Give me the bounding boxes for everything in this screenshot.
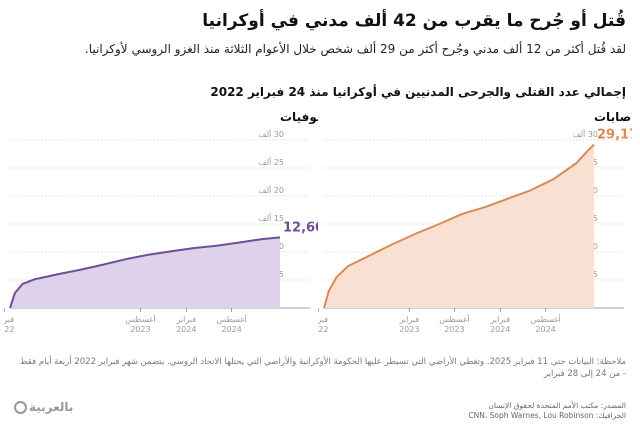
injuries-panel-title: الإصابات (594, 110, 632, 124)
deaths-y-tick-label: 20 ألف (258, 185, 284, 195)
injuries-x-tick-month: فبراير (490, 315, 511, 324)
injuries-x-tick-month: أغسطس (530, 314, 560, 324)
deaths-area (10, 237, 280, 308)
source-credit: المصدر: مكتب الأمم المتحدة لحقوق الإنسان (488, 401, 626, 410)
injuries-y-tick-label: 30 ألف (572, 129, 598, 139)
deaths-end-value-label: 12,605 (283, 220, 318, 235)
injuries-x-tick-month: أغسطس (439, 314, 469, 324)
deaths-y-tick-label: 15 ألف (258, 213, 284, 223)
injuries-line (323, 143, 595, 309)
injuries-x-tick-year: 2024 (535, 325, 555, 334)
injuries-x-tick-month: فبراير (318, 315, 328, 324)
brand-logo-icon (14, 401, 27, 414)
injuries-x-tick-year: 2023 (444, 325, 464, 334)
subheadline: لقد قُتل أكثر من 12 ألف مدني وجُرح أكثر … (84, 42, 626, 56)
chart-note: ملاحظة: البيانات حتى 11 فبراير 2025. وتغ… (19, 357, 626, 379)
injuries-x-tick-month: فبراير (399, 315, 420, 324)
injuries-end-value-label: 29,178 (597, 128, 632, 143)
headline: قُتل أو جُرح ما يقرب من 42 ألف مدني في أ… (202, 11, 626, 31)
injuries-x-tick-year: 2022 (318, 325, 328, 334)
deaths-x-tick-month: فبراير (176, 315, 197, 324)
deaths-x-tick-month: أغسطس (216, 314, 246, 324)
deaths-x-tick-year: 2024 (221, 325, 241, 334)
deaths-x-tick-year: 2024 (176, 325, 196, 334)
deaths-line (9, 236, 281, 309)
deaths-y-tick-label: 25 ألف (258, 157, 284, 167)
brand-logo: بالعربية (14, 400, 74, 414)
deaths-x-tick-month: أغسطس (125, 314, 155, 324)
deaths-x-tick-year: 2023 (130, 325, 150, 334)
deaths-x-tick-year: 2022 (4, 325, 14, 334)
injuries-area (324, 144, 594, 308)
chart-section-title: إجمالي عدد القتلى والجرحى المدنيين في أو… (210, 85, 626, 99)
injuries-x-tick-year: 2024 (490, 325, 510, 334)
injuries-x-tick-year: 2023 (399, 325, 419, 334)
brand-logo-text: بالعربية (29, 400, 74, 414)
graphics-credit: الجرافيك: CNN، Soph Warnes, Lou Robinson (468, 411, 626, 420)
deaths-panel-title: الوفيات (280, 110, 318, 125)
deaths-x-tick-month: فبراير (4, 315, 14, 324)
deaths-y-tick-label: 30 ألف (258, 129, 284, 139)
